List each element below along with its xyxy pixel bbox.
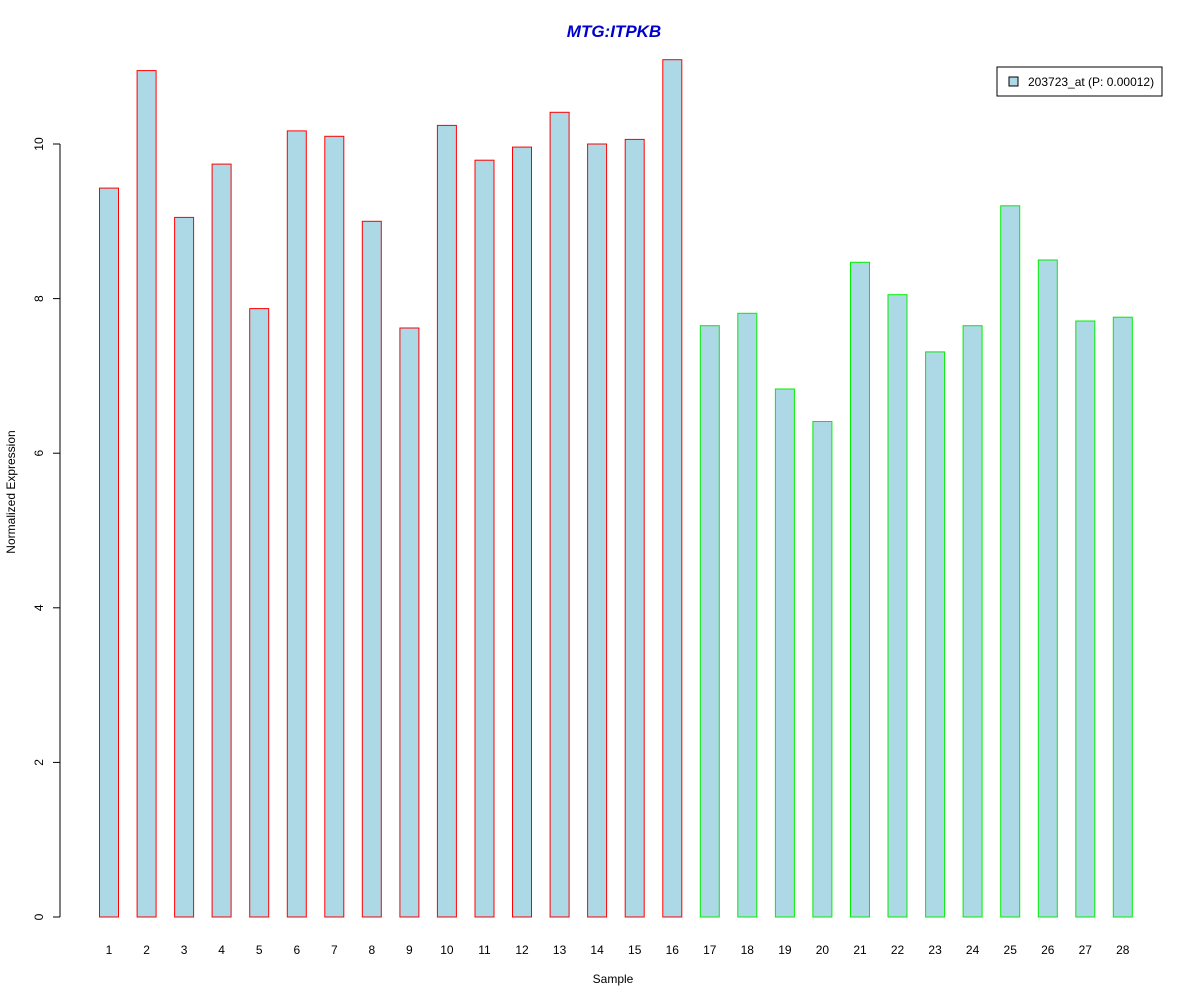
bar-sample-3: [174, 216, 195, 918]
x-tick-label: 16: [666, 943, 680, 957]
x-tick-label: 23: [928, 943, 942, 957]
bar-sample-25: [1000, 205, 1021, 918]
bar-sample-14: [587, 143, 608, 918]
x-tick-label: 17: [703, 943, 717, 957]
bar-sample-9: [399, 327, 420, 918]
bar-sample-28: [1112, 316, 1133, 918]
x-tick-label: 26: [1041, 943, 1055, 957]
x-tick-label: 8: [368, 943, 375, 957]
y-axis-label: Normalized Expression: [4, 430, 18, 553]
bar-sample-13: [549, 111, 570, 918]
x-tick-label: 6: [293, 943, 300, 957]
x-tick-label: 13: [553, 943, 567, 957]
bar-sample-22: [887, 294, 908, 918]
x-tick-label: 15: [628, 943, 642, 957]
bar-sample-1: [99, 187, 119, 918]
x-tick-label: 11: [478, 943, 491, 957]
x-tick-label: 22: [891, 943, 905, 957]
bar-sample-7: [324, 135, 345, 918]
bar-sample-17: [699, 325, 720, 918]
x-tick-label: 21: [853, 943, 867, 957]
x-tick-label: 18: [741, 943, 755, 957]
x-axis-label: Sample: [593, 972, 634, 986]
x-tick-label: 19: [778, 943, 792, 957]
y-tick-label: 8: [32, 295, 46, 302]
bar-sample-16: [662, 59, 683, 918]
y-tick-label: 4: [32, 604, 46, 611]
x-tick-label: 24: [966, 943, 980, 957]
x-tick-labels: 1 2 3 4 5 6 7 8 9 10 11 12 13 14 15 16 17 18 19 20 21 22 23 24 2…: [106, 943, 1130, 957]
bar-sample-20: [812, 421, 833, 918]
bar-sample-12: [512, 146, 532, 918]
bar-sample-10: [436, 124, 457, 918]
y-tick-label: 0: [32, 913, 46, 920]
x-tick-label: 27: [1079, 943, 1093, 957]
x-tick-label: 20: [816, 943, 830, 957]
legend-swatch: [1008, 76, 1019, 87]
y-tick-label: 10: [32, 137, 46, 151]
bar-sample-11: [474, 159, 495, 918]
x-tick-label: 28: [1116, 943, 1130, 957]
x-tick-label: 10: [440, 943, 454, 957]
x-tick-label: 9: [406, 943, 413, 957]
x-tick-label: 1: [106, 943, 113, 957]
legend-box: [996, 66, 1163, 97]
bar-sample-27: [1075, 320, 1096, 918]
legend: 203723_at (P: 0.00012): [996, 66, 1163, 97]
bar-sample-15: [624, 138, 645, 918]
bar-sample-8: [361, 220, 382, 918]
x-tick-label: 25: [1004, 943, 1018, 957]
x-tick-label: 3: [181, 943, 188, 957]
legend-label: 203723_at (P: 0.00012): [1028, 75, 1154, 89]
chart-title: MTG:ITPKB: [567, 22, 661, 41]
bar-sample-23: [925, 351, 946, 918]
y-tick-label: 6: [32, 450, 46, 457]
x-tick-label: 12: [515, 943, 529, 957]
bars: [99, 59, 1133, 918]
bar-sample-21: [850, 261, 870, 918]
x-tick-label: 4: [218, 943, 225, 957]
x-tick-label: 14: [590, 943, 604, 957]
x-tick-label: 5: [256, 943, 263, 957]
bar-sample-19: [774, 388, 795, 918]
bar-sample-26: [1037, 259, 1058, 918]
bar-sample-5: [249, 308, 270, 918]
bar-sample-18: [737, 312, 758, 918]
bar-sample-6: [286, 130, 307, 918]
y-tick-label: 2: [32, 759, 46, 766]
x-tick-label: 2: [143, 943, 150, 957]
x-tick-label: 7: [331, 943, 338, 957]
bar-sample-24: [962, 325, 983, 918]
bar-sample-4: [211, 163, 232, 918]
bar-sample-2: [136, 70, 157, 918]
y-axis: 0 2 4 6 8 10: [32, 137, 61, 920]
